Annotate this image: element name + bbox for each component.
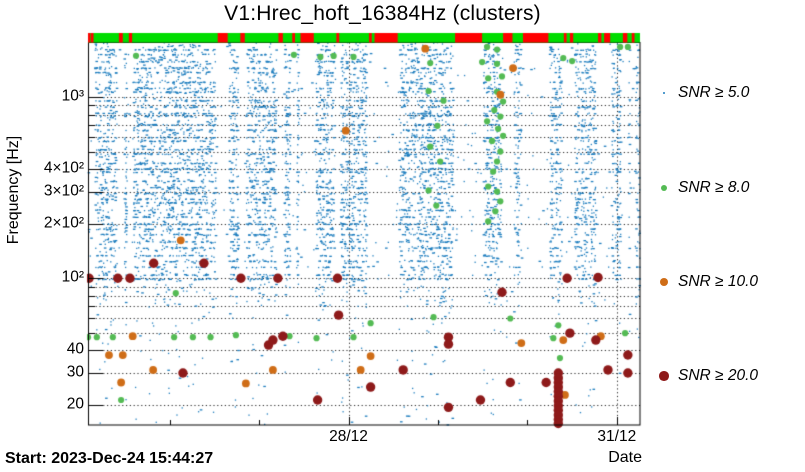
start-timestamp: Start: 2023-Dec-24 15:44:27 [5, 450, 214, 467]
legend-marker-snr10-icon [660, 278, 668, 286]
legend-marker-snr8-icon [661, 185, 667, 191]
legend-marker-snr20-icon [659, 371, 669, 381]
legend-label: SNR ≥ 8.0 [678, 179, 750, 196]
x-tick-label: 28/12 [329, 428, 368, 445]
legend-label: SNR ≥ 20.0 [678, 367, 759, 384]
y-tick-label: 4×10² [43, 159, 84, 177]
plot-title: V1:Hrec_hoft_16384Hz (clusters) [224, 2, 541, 25]
x-tick-label: 31/12 [597, 428, 637, 445]
legend-entry-snr8: SNR ≥ 8.0 [656, 177, 749, 199]
y-tick-label: 3×10² [43, 182, 84, 200]
legend-entry-snr10: SNR ≥ 10.0 [656, 271, 758, 293]
legend-label: SNR ≥ 5.0 [678, 84, 750, 101]
y-tick-label: 20 [66, 395, 84, 413]
y-tick-label: 40 [66, 341, 84, 359]
legend-label: SNR ≥ 10.0 [678, 273, 759, 290]
y-tick-label: 30 [66, 363, 84, 381]
y-tick-label: 10³ [61, 87, 84, 105]
legend-marker-snr5-icon [662, 91, 666, 95]
legend-entry-snr5: SNR ≥ 5.0 [656, 82, 749, 104]
y-tick-label: 2×10² [43, 214, 84, 232]
legend-entry-snr20: SNR ≥ 20.0 [656, 365, 758, 387]
x-axis-title: Date [608, 449, 642, 466]
y-tick-label: 10² [61, 268, 84, 286]
